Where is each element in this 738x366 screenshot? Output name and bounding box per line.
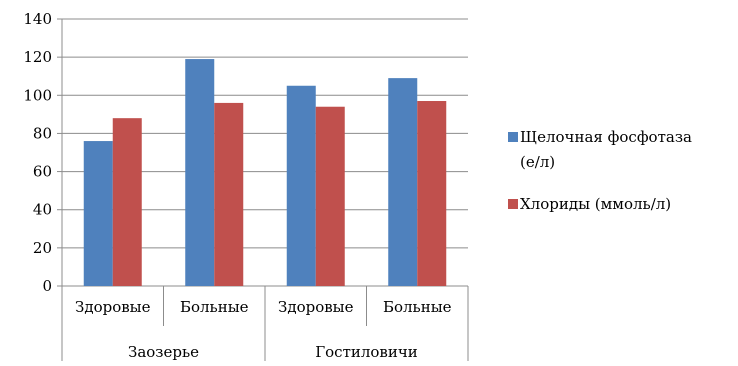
bar-2-2 [214,102,244,287]
y-tick-label: 140 [23,10,52,28]
y-tick-label: 120 [23,48,52,66]
legend-label-1: (е/л) [520,153,555,171]
y-tick-label: 0 [42,277,52,295]
bar-1-4 [388,78,418,286]
y-tick-label: 40 [33,201,52,219]
bar-2-1 [112,118,142,287]
y-tick-label: 60 [33,163,52,181]
legend-swatch-2 [508,199,518,209]
bar-1-2 [185,59,215,286]
y-tick-label: 20 [33,239,52,257]
bar-1-1 [83,141,113,286]
x-category-label: Здоровые [278,298,354,316]
x-group-label: Заозерье [128,343,199,361]
x-category-label: Здоровые [75,298,151,316]
x-category-label: Больные [383,298,452,316]
y-tick-label: 100 [23,86,52,104]
x-category-label: Больные [180,298,249,316]
legend-swatch-1 [508,132,518,142]
bar-2-4 [417,101,447,286]
legend-label-2: Хлориды (ммоль/л) [520,195,671,213]
x-group-label: Гостиловичи [315,343,418,361]
legend-label-1: Щелочная фосфотаза [520,128,692,146]
bar-1-3 [286,85,316,286]
bar-2-3 [315,106,345,286]
y-tick-label: 80 [33,124,52,142]
